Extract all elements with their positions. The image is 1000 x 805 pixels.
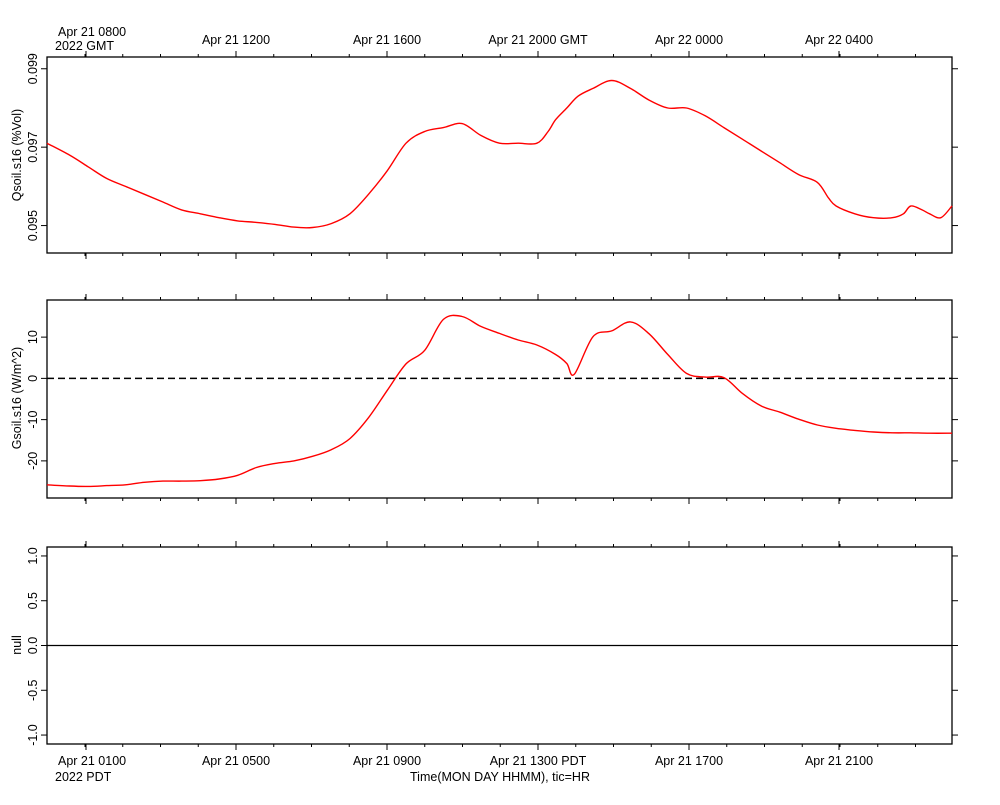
y-tick-label: 0 [26, 375, 40, 382]
gsoil-ticks: -20 -10 0 10 [26, 294, 958, 504]
top-axis-label: Apr 22 0400 [805, 33, 873, 47]
x-axis-title: Time(MON DAY HHMM), tic=HR [410, 770, 590, 784]
y-tick-label: 0.5 [26, 592, 40, 609]
bottom-axis-first-label-line1: Apr 21 0100 [58, 754, 126, 768]
y-tick-label: 1.0 [26, 547, 40, 564]
gsoil-plot-frame [46, 299, 953, 499]
top-time-axis: Apr 21 0800 2022 GMT Apr 21 1200 Apr 21 … [55, 25, 873, 53]
null-y-axis-label: null [10, 635, 24, 654]
bottom-time-axis: Apr 21 0100 2022 PDT Apr 21 0500 Apr 21 … [55, 754, 873, 784]
bottom-axis-label: Apr 21 2100 [805, 754, 873, 768]
qsoil-panel: 0.095 0.097 0.099 Qsoil.s16 (%Vol) [10, 51, 958, 259]
gsoil-series-line [46, 314, 953, 488]
y-tick-label: 0.095 [26, 210, 40, 241]
qsoil-y-axis-label: Qsoil.s16 (%Vol) [10, 109, 24, 201]
bottom-axis-label: Apr 21 0900 [353, 754, 421, 768]
top-axis-first-label-line2: 2022 GMT [55, 39, 114, 53]
y-tick-label: 0.097 [26, 131, 40, 162]
bottom-axis-first-label-line2: 2022 PDT [55, 770, 112, 784]
qsoil-series-line [46, 79, 953, 229]
y-tick-label: -20 [26, 452, 40, 470]
y-tick-label: 0.0 [26, 637, 40, 654]
top-axis-label: Apr 21 1600 [353, 33, 421, 47]
y-tick-label: -0.5 [26, 679, 40, 701]
bottom-axis-label: Apr 21 1700 [655, 754, 723, 768]
y-tick-label: 0.099 [26, 53, 40, 84]
gsoil-panel: -20 -10 0 10 Gsoil.s16 (W/m^2) [10, 294, 958, 504]
y-tick-label: -1.0 [26, 724, 40, 746]
qsoil-ticks: 0.095 0.097 0.099 [26, 51, 958, 259]
top-axis-label: Apr 21 2000 GMT [488, 33, 588, 47]
y-tick-label: 10 [26, 330, 40, 344]
gsoil-y-axis-label: Gsoil.s16 (W/m^2) [10, 347, 24, 449]
null-panel: -1.0 -0.5 0.0 0.5 1.0 null [10, 541, 958, 750]
qsoil-plot-frame [46, 56, 953, 254]
top-axis-first-label-line1: Apr 21 0800 [58, 25, 126, 39]
top-axis-label: Apr 22 0000 [655, 33, 723, 47]
top-axis-label: Apr 21 1200 [202, 33, 270, 47]
bottom-axis-label: Apr 21 1300 PDT [490, 754, 587, 768]
y-tick-label: -10 [26, 411, 40, 429]
null-ticks: -1.0 -0.5 0.0 0.5 1.0 [26, 541, 958, 750]
bottom-axis-label: Apr 21 0500 [202, 754, 270, 768]
